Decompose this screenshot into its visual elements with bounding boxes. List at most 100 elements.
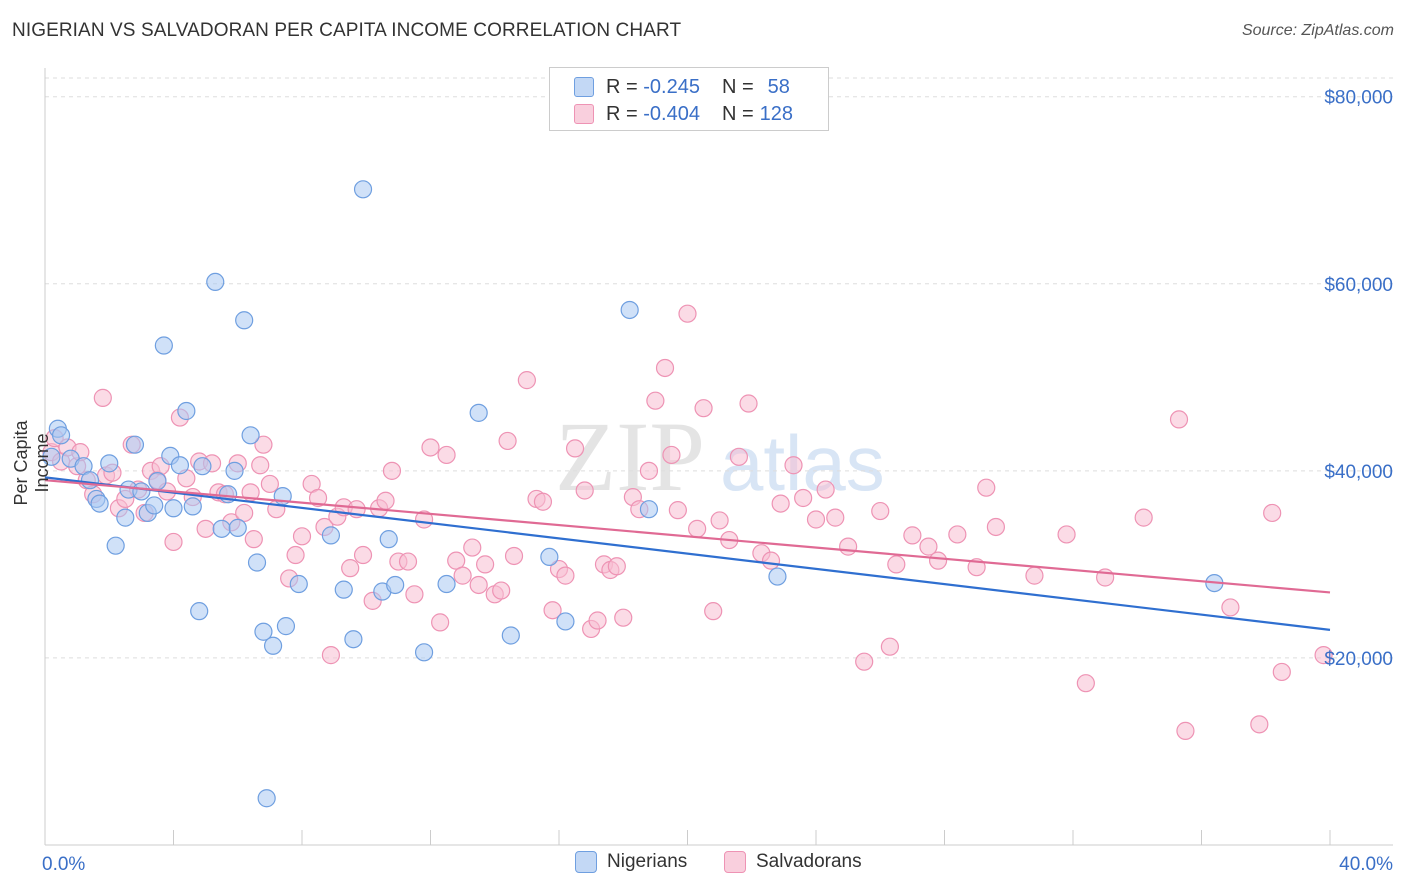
nigerian-point [106, 536, 125, 555]
nigerian-point [768, 567, 787, 586]
salvadoran-point [1272, 662, 1291, 682]
salvadoran-point [476, 555, 495, 574]
salvadoran-point [919, 537, 938, 556]
salvadoran-trend-line [44, 479, 1331, 594]
salvadoran-point [588, 611, 607, 630]
nigerian-point [353, 180, 373, 199]
legend-n-label: N = [721, 75, 754, 98]
salvadoran-point [565, 439, 585, 458]
salvadoran-point [447, 551, 466, 570]
legend-n-value: 128 [759, 102, 794, 125]
legend-swatch-salvadorans [574, 104, 594, 124]
salvadoran-point [164, 532, 183, 552]
nigerian-point [42, 447, 61, 466]
chart-title: NIGERIAN VS SALVADORAN PER CAPITA INCOME… [12, 20, 682, 41]
salvadoran-point [1057, 525, 1076, 544]
nigerian-point [100, 454, 119, 473]
nigerian-trend-line [44, 476, 1331, 631]
legend-n-value: 58 [767, 75, 790, 98]
nigerian-point [80, 471, 100, 490]
salvadoran-point [405, 585, 424, 604]
salvadoran-point [251, 456, 270, 475]
salvadoran-point [871, 501, 890, 521]
nigerian-point [235, 311, 254, 330]
nigerian-point [263, 636, 283, 655]
nigerian-point [170, 456, 190, 475]
nigerian-point [241, 426, 260, 445]
salvadoran-point [376, 491, 395, 510]
nigerian-point [132, 482, 151, 501]
salvadoran-point [739, 394, 758, 413]
salvadoran-point [244, 530, 263, 549]
salvadoran-point [321, 646, 341, 665]
nigerian-points [42, 180, 1224, 808]
y-tick-label: $60,000 [1324, 275, 1393, 296]
salvadoran-point [1169, 410, 1189, 429]
nigerian-point [90, 494, 109, 513]
salvadoran-point [463, 538, 482, 557]
nigerian-point [177, 401, 196, 421]
series-legend: Nigerians Salvadorans [0, 851, 1406, 879]
nigerian-point [414, 643, 434, 662]
nigerian-point [183, 497, 202, 516]
gridlines [45, 77, 1393, 659]
salvadoran-point [1221, 598, 1240, 617]
nigerian-point [228, 518, 247, 538]
salvadoran-point [292, 527, 312, 546]
legend-row-salvadorans: R = -0.404 N = 128 [574, 101, 793, 127]
legend-swatch-salvadorans [724, 851, 746, 873]
nigerian-point [639, 500, 659, 519]
nigerian-point [501, 626, 520, 645]
salvadoran-point [826, 508, 845, 527]
nigerian-point [276, 617, 296, 636]
salvadoran-point [678, 304, 697, 323]
salvadoran-point [469, 575, 488, 595]
salvadoran-point [903, 526, 922, 545]
legend-swatch-nigerians [574, 77, 594, 97]
salvadoran-point [93, 388, 112, 407]
nigerian-point [206, 272, 225, 292]
nigerian-point [190, 602, 209, 621]
legend-item-nigerians[interactable]: Nigerians [575, 851, 687, 873]
nigerian-point [145, 496, 164, 515]
salvadoran-point [694, 399, 713, 418]
salvadoran-point [986, 517, 1006, 537]
legend-n-label: N = [721, 102, 754, 125]
salvadoran-point [688, 519, 707, 538]
salvadoran-point [1263, 503, 1282, 523]
legend-r-label: R = [606, 75, 638, 98]
nigerian-point [148, 472, 167, 491]
nigerian-point [386, 575, 405, 595]
salvadoran-point [839, 537, 858, 556]
nigerian-point [556, 612, 575, 631]
salvadoran-point [421, 438, 440, 457]
nigerian-point [116, 508, 135, 527]
nigerian-point [257, 789, 276, 808]
y-tick-label: $40,000 [1324, 462, 1393, 483]
legend-label-nigerians: Nigerians [607, 851, 688, 872]
y-axis-label: Per Capita Income [11, 420, 52, 506]
nigerian-point [289, 574, 308, 594]
watermark: ZIP atlas [555, 401, 885, 512]
salvadoran-point [431, 613, 450, 632]
salvadoran-point [614, 608, 633, 627]
nigerian-point [620, 300, 639, 320]
salvadoran-point [382, 461, 402, 480]
salvadoran-point [1134, 508, 1153, 527]
salvadoran-point [353, 545, 373, 565]
source-label: Source: ZipAtlas.com [1241, 22, 1394, 39]
legend-r-value: -0.245 [643, 75, 700, 98]
legend-item-salvadorans[interactable]: Salvadorans [724, 851, 862, 873]
salvadoran-point [504, 546, 524, 566]
salvadoran-point [880, 637, 899, 656]
salvadoran-point [806, 510, 826, 529]
salvadoran-point [341, 559, 360, 578]
salvadoran-point [254, 435, 273, 454]
salvadoran-point [1076, 674, 1095, 693]
salvadoran-point [1176, 721, 1195, 740]
legend-row-nigerians: R = -0.245 N = 58 [574, 74, 790, 100]
salvadoran-point [1250, 715, 1269, 734]
salvadoran-point [655, 358, 675, 378]
legend-r-label: R = [606, 102, 638, 125]
salvadoran-point [816, 480, 835, 499]
